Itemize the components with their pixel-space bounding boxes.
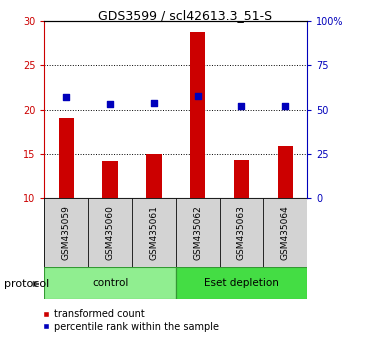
Point [63, 95, 69, 100]
Bar [58, 118, 74, 198]
Bar [219, 198, 263, 267]
Bar [234, 160, 249, 198]
Text: GSM435062: GSM435062 [193, 205, 202, 260]
Bar [190, 32, 205, 198]
Text: GSM435060: GSM435060 [105, 205, 115, 260]
Point [195, 93, 201, 98]
Text: GSM435059: GSM435059 [62, 205, 71, 260]
Text: control: control [92, 278, 128, 288]
Text: GDS3599 / scl42613.3_51-S: GDS3599 / scl42613.3_51-S [98, 9, 272, 22]
Point [151, 100, 157, 105]
Text: GSM435064: GSM435064 [281, 205, 290, 260]
Point [282, 103, 288, 109]
Text: GSM435061: GSM435061 [149, 205, 158, 260]
Bar [88, 198, 132, 267]
Bar [263, 198, 307, 267]
Bar [278, 146, 293, 198]
Bar [132, 198, 176, 267]
Bar [44, 198, 88, 267]
Legend: transformed count, percentile rank within the sample: transformed count, percentile rank withi… [42, 309, 219, 332]
Point [238, 103, 244, 109]
Text: protocol: protocol [4, 279, 49, 289]
Bar [44, 267, 176, 299]
Bar [176, 267, 307, 299]
Bar [146, 154, 162, 198]
Text: Eset depletion: Eset depletion [204, 278, 279, 288]
Point [107, 102, 113, 107]
Text: GSM435063: GSM435063 [237, 205, 246, 260]
Bar [176, 198, 219, 267]
Bar [102, 161, 118, 198]
